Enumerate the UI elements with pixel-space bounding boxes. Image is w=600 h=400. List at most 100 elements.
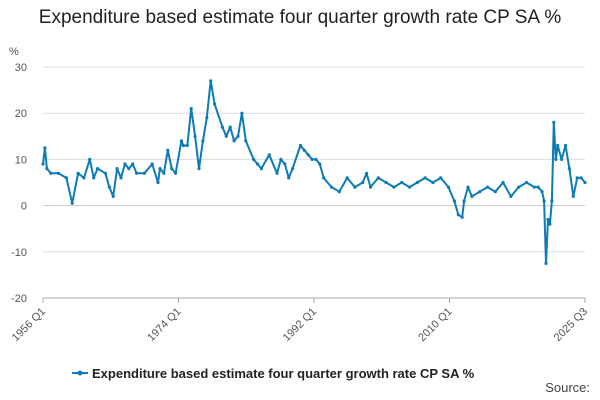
data-point[interactable] <box>181 143 185 148</box>
data-point[interactable] <box>456 213 460 217</box>
data-point[interactable] <box>236 134 240 138</box>
data-point[interactable] <box>197 167 201 171</box>
data-point[interactable] <box>462 199 466 203</box>
data-point[interactable] <box>174 171 178 175</box>
data-point[interactable] <box>552 120 556 124</box>
data-point[interactable] <box>452 199 456 203</box>
data-point[interactable] <box>524 180 529 185</box>
data-point[interactable] <box>532 185 536 189</box>
data-point[interactable] <box>88 157 92 161</box>
data-point[interactable] <box>111 194 115 198</box>
data-point[interactable] <box>554 157 558 161</box>
data-point[interactable] <box>170 167 174 171</box>
data-point[interactable] <box>583 180 587 185</box>
data-point[interactable] <box>517 185 521 189</box>
data-point[interactable] <box>70 201 74 205</box>
data-point[interactable] <box>550 199 554 203</box>
data-point[interactable] <box>92 176 96 180</box>
data-point[interactable] <box>368 185 373 189</box>
data-point[interactable] <box>400 180 404 185</box>
data-point[interactable] <box>478 190 482 194</box>
data-point[interactable] <box>205 116 209 120</box>
data-point[interactable] <box>96 167 100 171</box>
data-point[interactable] <box>302 148 306 152</box>
data-point[interactable] <box>240 111 244 115</box>
data-point[interactable] <box>115 167 119 171</box>
data-point[interactable] <box>224 134 228 138</box>
data-point[interactable] <box>267 153 271 157</box>
data-point[interactable] <box>460 215 464 219</box>
data-point[interactable] <box>283 162 287 166</box>
data-point[interactable] <box>415 180 419 185</box>
data-point[interactable] <box>252 157 256 161</box>
data-point[interactable] <box>571 194 575 198</box>
data-point[interactable] <box>431 180 435 185</box>
data-point[interactable] <box>310 157 314 161</box>
data-point[interactable] <box>220 125 224 129</box>
data-point[interactable] <box>103 171 107 175</box>
data-point[interactable] <box>544 261 548 265</box>
data-point[interactable] <box>142 171 146 175</box>
data-point[interactable] <box>439 176 443 180</box>
data-point[interactable] <box>423 176 427 180</box>
data-point[interactable] <box>123 162 127 166</box>
data-point[interactable] <box>64 176 68 180</box>
data-point[interactable] <box>119 176 123 180</box>
data-point[interactable] <box>361 180 365 185</box>
data-point[interactable] <box>306 153 310 157</box>
data-point[interactable] <box>45 167 49 171</box>
data-point[interactable] <box>127 167 131 171</box>
data-point[interactable] <box>287 176 291 180</box>
data-point[interactable] <box>131 162 135 166</box>
data-point[interactable] <box>376 176 380 180</box>
data-point[interactable] <box>407 185 412 189</box>
data-point[interactable] <box>345 176 349 180</box>
data-point[interactable] <box>384 180 388 185</box>
data-point[interactable] <box>575 176 579 180</box>
data-point[interactable] <box>135 171 139 175</box>
data-point[interactable] <box>546 217 550 222</box>
data-point[interactable] <box>298 143 302 148</box>
data-point[interactable] <box>542 199 546 203</box>
data-point[interactable] <box>209 79 213 83</box>
data-point[interactable] <box>365 171 369 175</box>
data-point[interactable] <box>232 139 236 143</box>
data-point[interactable] <box>466 185 470 189</box>
data-point[interactable] <box>509 194 513 198</box>
data-point[interactable] <box>470 194 474 198</box>
data-point[interactable] <box>314 157 318 161</box>
data-point[interactable] <box>493 190 497 194</box>
data-point[interactable] <box>189 107 193 111</box>
data-point[interactable] <box>548 222 552 226</box>
data-point[interactable] <box>329 185 334 189</box>
data-point[interactable] <box>259 167 263 171</box>
data-point[interactable] <box>322 176 326 180</box>
data-point[interactable] <box>213 102 217 106</box>
data-point[interactable] <box>275 171 279 175</box>
data-point[interactable] <box>228 125 232 129</box>
data-point[interactable] <box>563 143 568 148</box>
data-point[interactable] <box>353 185 357 189</box>
data-point[interactable] <box>560 157 564 161</box>
data-point[interactable] <box>337 190 341 194</box>
data-point[interactable] <box>156 180 160 185</box>
data-point[interactable] <box>501 180 505 185</box>
data-point[interactable] <box>201 139 205 143</box>
data-point[interactable] <box>567 167 572 171</box>
legend[interactable]: Expenditure based estimate four quarter … <box>72 366 475 381</box>
data-point[interactable] <box>536 185 540 189</box>
data-point[interactable] <box>193 134 197 138</box>
data-point[interactable] <box>318 162 322 166</box>
data-point[interactable] <box>279 157 283 161</box>
data-point[interactable] <box>556 143 560 148</box>
data-point[interactable] <box>43 146 47 150</box>
data-point[interactable] <box>41 162 45 166</box>
data-point[interactable] <box>291 167 295 171</box>
data-point[interactable] <box>57 171 61 175</box>
data-point[interactable] <box>540 190 544 194</box>
data-point[interactable] <box>166 148 170 152</box>
data-point[interactable] <box>179 139 183 143</box>
data-point[interactable] <box>244 139 248 143</box>
data-point[interactable] <box>485 185 490 189</box>
data-point[interactable] <box>150 162 154 166</box>
